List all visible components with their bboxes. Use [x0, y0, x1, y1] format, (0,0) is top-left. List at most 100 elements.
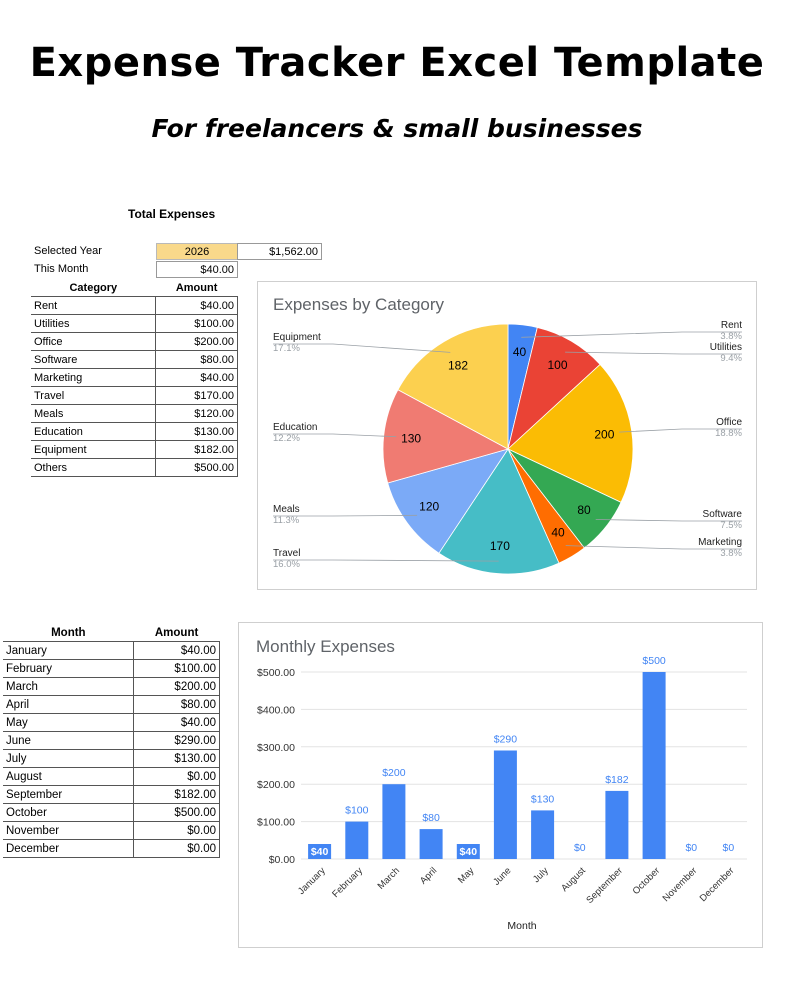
pie-legend-name: Rent — [721, 320, 742, 331]
category-amount[interactable]: $130.00 — [155, 422, 238, 441]
category-amount[interactable]: $100.00 — [155, 314, 238, 333]
pie-value-label: 80 — [577, 503, 591, 517]
month-amount[interactable]: $290.00 — [133, 731, 220, 750]
month-amount[interactable]: $80.00 — [133, 695, 220, 714]
bar-x-tick-label: February — [330, 865, 365, 900]
pie-chart: 401002008040170120130182Rent3.8%Utilitie… — [273, 320, 743, 575]
category-amount[interactable]: $170.00 — [155, 386, 238, 405]
month-amount[interactable]: $40.00 — [133, 713, 220, 732]
month-row: December $0.00 — [3, 839, 220, 858]
total-expenses-heading: Total Expenses — [128, 207, 216, 221]
month-amount[interactable]: $182.00 — [133, 785, 220, 804]
bar-october[interactable] — [642, 672, 666, 859]
pie-leader-line — [619, 428, 742, 433]
category-label[interactable]: Marketing — [31, 368, 157, 387]
month-amount[interactable]: $0.00 — [133, 839, 220, 858]
bar-april[interactable] — [419, 829, 443, 859]
month-label[interactable]: January — [3, 641, 135, 660]
category-label[interactable]: Equipment — [31, 440, 157, 459]
month-amount-header: Amount — [154, 626, 199, 639]
category-amount[interactable]: $40.00 — [155, 296, 238, 315]
pie-legend-percent: 9.4% — [720, 353, 742, 364]
bar-x-tick-label: December — [698, 865, 737, 904]
pie-legend-name: Office — [716, 417, 742, 428]
month-label[interactable]: February — [3, 659, 135, 678]
pie-leader-line — [273, 514, 418, 517]
bar-x-tick-label: January — [296, 865, 328, 897]
category-label[interactable]: Travel — [31, 386, 157, 405]
category-label[interactable]: Utilities — [31, 314, 157, 333]
month-row: October $500.00 — [3, 803, 220, 822]
pie-legend-percent: 7.5% — [720, 520, 742, 531]
pie-legend-percent: 12.2% — [273, 433, 300, 444]
bar-x-tick-label: August — [559, 865, 588, 894]
category-label[interactable]: Education — [31, 422, 157, 441]
category-label[interactable]: Others — [31, 458, 157, 477]
bar-june[interactable] — [493, 750, 517, 860]
month-label[interactable]: November — [3, 821, 135, 840]
pie-leader-line — [273, 559, 499, 562]
pie-value-label: 40 — [513, 345, 527, 359]
month-label[interactable]: October — [3, 803, 135, 822]
month-label[interactable]: September — [3, 785, 135, 804]
bar-september[interactable] — [605, 790, 629, 859]
bar-january[interactable] — [308, 844, 332, 859]
bar-x-tick-label: October — [631, 865, 663, 897]
category-amount[interactable]: $40.00 — [155, 368, 238, 387]
month-amount[interactable]: $500.00 — [133, 803, 220, 822]
month-amount[interactable]: $0.00 — [133, 821, 220, 840]
pie-leader-line — [273, 433, 397, 438]
category-label[interactable]: Rent — [31, 296, 157, 315]
selected-year-cell[interactable]: 2026 — [156, 243, 238, 260]
pie-slice-meals[interactable] — [387, 448, 509, 554]
pie-legend-name: Meals — [273, 504, 300, 515]
bar-chart: $0.00 $100.00 $200.00 $300.00 $400.00 $500.00… — [257, 655, 747, 932]
month-label[interactable]: March — [3, 677, 135, 696]
category-row: Others $500.00 — [31, 458, 238, 477]
pie-slice-equipment[interactable] — [397, 323, 509, 450]
month-amount[interactable]: $40.00 — [133, 641, 220, 660]
amount-header: Amount — [175, 281, 218, 294]
bar-x-tick-label: April — [418, 865, 439, 886]
category-amount[interactable]: $200.00 — [155, 332, 238, 351]
bar-july[interactable] — [531, 810, 555, 859]
bar-march[interactable] — [382, 784, 406, 859]
category-label[interactable]: Office — [31, 332, 157, 351]
month-amount[interactable]: $100.00 — [133, 659, 220, 678]
month-label[interactable]: July — [3, 749, 135, 768]
month-table: Month Amount January $40.00 February $100.0… — [3, 624, 220, 858]
month-label[interactable]: June — [3, 731, 135, 750]
month-label[interactable]: May — [3, 713, 135, 732]
month-amount[interactable]: $0.00 — [133, 767, 220, 786]
bar-february[interactable] — [345, 821, 369, 859]
month-label[interactable]: December — [3, 839, 135, 858]
month-label[interactable]: April — [3, 695, 135, 714]
pie-slice-office[interactable] — [507, 363, 634, 503]
bar-x-tick-label: June — [491, 865, 513, 887]
pie-slice-education[interactable] — [382, 389, 510, 484]
month-row: September $182.00 — [3, 785, 220, 804]
page-title: Expense Tracker Excel Template — [29, 40, 765, 86]
category-label[interactable]: Meals — [31, 404, 157, 423]
pie-legend-percent: 3.8% — [720, 331, 742, 342]
month-row: July $130.00 — [3, 749, 220, 768]
category-amount[interactable]: $80.00 — [155, 350, 238, 369]
category-row: Office $200.00 — [31, 332, 238, 351]
category-label[interactable]: Software — [31, 350, 157, 369]
month-amount[interactable]: $130.00 — [133, 749, 220, 768]
bar-y-tick-label: $200.00 — [257, 779, 295, 791]
month-label[interactable]: August — [3, 767, 135, 786]
bar-data-label: $130 — [531, 793, 555, 805]
pie-slice-travel[interactable] — [438, 448, 560, 575]
bar-data-label: $40 — [460, 846, 478, 858]
month-row: March $200.00 — [3, 677, 220, 696]
pie-value-label: 100 — [547, 358, 567, 372]
category-amount[interactable]: $182.00 — [155, 440, 238, 459]
month-amount[interactable]: $200.00 — [133, 677, 220, 696]
bar-may[interactable] — [456, 844, 480, 859]
category-amount[interactable]: $500.00 — [155, 458, 238, 477]
category-amount[interactable]: $120.00 — [155, 404, 238, 423]
bar-y-tick-label: $0.00 — [269, 854, 295, 866]
pie-legend-percent: 11.3% — [273, 515, 300, 526]
pie-legend-percent: 16.0% — [273, 559, 300, 570]
